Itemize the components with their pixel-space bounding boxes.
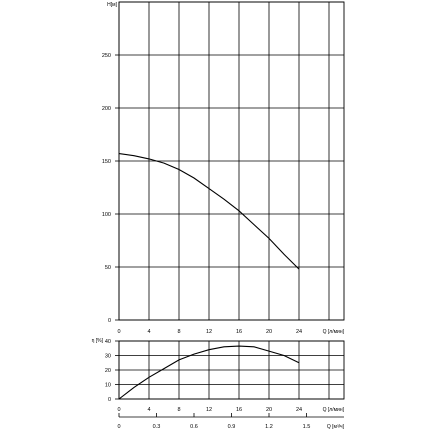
head-y-tick-label: 150 xyxy=(102,159,111,165)
head-x-tick-label: 24 xyxy=(296,329,302,335)
eff-y-tick-label: 10 xyxy=(105,383,111,389)
head-y-tick-label: 200 xyxy=(102,106,111,112)
eff-x-tick-label: 12 xyxy=(206,407,212,413)
flow-m3h-axis-label: Q [м³/ч] xyxy=(327,424,345,430)
eff-curve xyxy=(118,345,300,400)
eff-x-tick-label: 24 xyxy=(296,407,302,413)
eff-y-tick-label: 40 xyxy=(105,339,111,345)
eff-x-tick-label: 4 xyxy=(147,407,150,413)
flow-m3h-tick-label: 1.2 xyxy=(265,424,273,430)
eff-y-tick-label: 0 xyxy=(108,397,111,403)
head-x-tick-label: 20 xyxy=(266,329,272,335)
eff-x-tick-label: 8 xyxy=(177,407,180,413)
flow-m3h-tick-label: 1.5 xyxy=(303,424,311,430)
eff-x-axis-label: Q [л/мин] xyxy=(323,407,345,413)
head-y-tick-label: 50 xyxy=(105,265,111,271)
head-y-axis-label: H[м] xyxy=(107,2,117,8)
head-curve xyxy=(118,153,300,270)
head-x-tick-label: 8 xyxy=(177,329,180,335)
head-x-tick-label: 16 xyxy=(236,329,242,335)
flow-m3h-tick-label: 0.6 xyxy=(190,424,198,430)
eff-x-tick-label: 16 xyxy=(236,407,242,413)
eff-x-tick-label: 20 xyxy=(266,407,272,413)
head-x-tick-label: 12 xyxy=(206,329,212,335)
flow-m3h-tick-label: 0.3 xyxy=(153,424,161,430)
flow-m3h-tick-label: 0.9 xyxy=(228,424,236,430)
head-x-tick-label: 0 xyxy=(117,329,120,335)
eff-y-axis-label: η [%] xyxy=(92,338,104,344)
eff-y-tick-label: 20 xyxy=(105,368,111,374)
head-y-tick-label: 0 xyxy=(108,318,111,324)
head-x-tick-label: 4 xyxy=(147,329,150,335)
head-y-tick-label: 250 xyxy=(102,53,111,59)
flow-m3h-tick-label: 0 xyxy=(117,424,120,430)
head-y-tick-label: 100 xyxy=(102,212,111,218)
eff-x-tick-label: 0 xyxy=(117,407,120,413)
eff-y-tick-label: 30 xyxy=(105,354,111,360)
head-x-axis-label: Q [л/мин] xyxy=(323,329,345,335)
